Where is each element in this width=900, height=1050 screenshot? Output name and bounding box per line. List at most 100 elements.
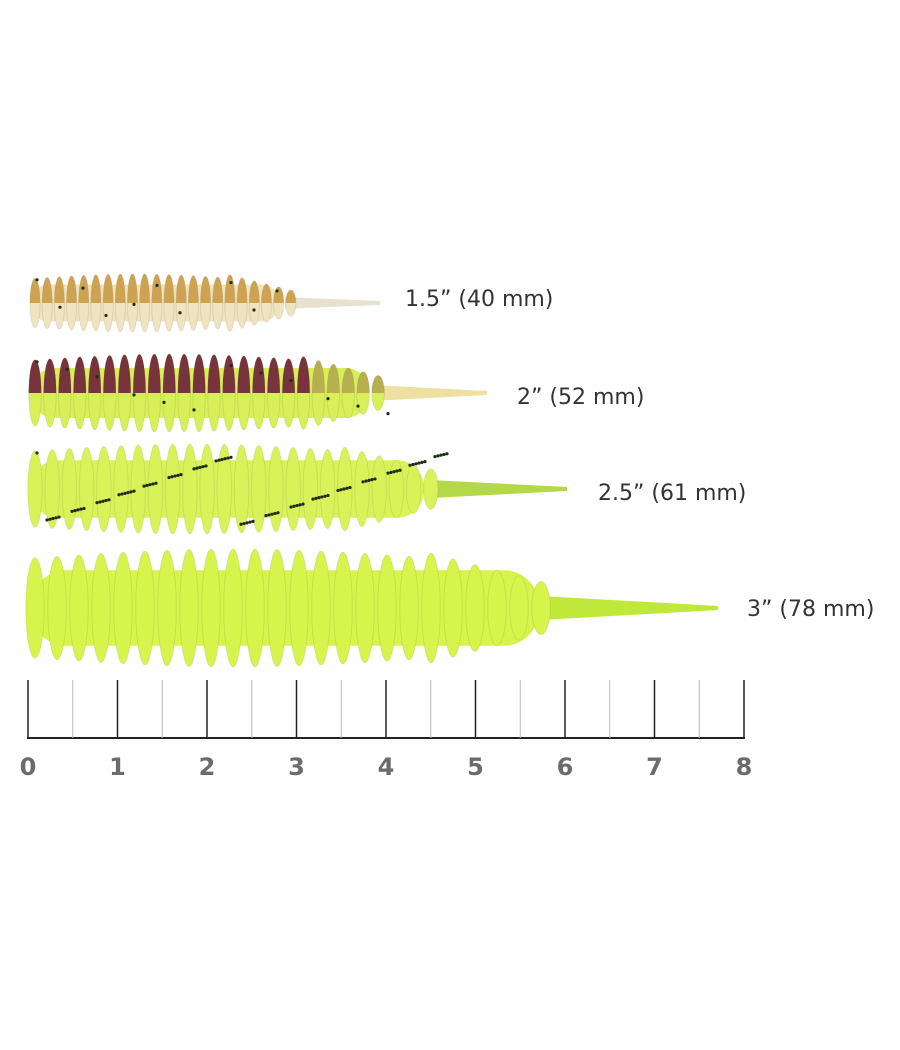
- lure-speckle: [129, 490, 133, 494]
- lure-speckle: [292, 504, 296, 508]
- lure-speckle: [81, 286, 85, 290]
- lure-rib: [465, 564, 485, 652]
- lure-speckle: [223, 457, 227, 461]
- lure-speckle: [326, 397, 330, 401]
- lure-speckle: [414, 462, 418, 466]
- lure-speckle: [79, 507, 83, 511]
- lure-speckle: [126, 491, 130, 495]
- lure-speckle: [445, 452, 449, 456]
- lure-speckle: [398, 468, 402, 472]
- lure-speckle: [323, 494, 327, 498]
- lure-speckle: [98, 500, 102, 504]
- ruler-label: 1: [109, 753, 126, 781]
- lure-speckle: [301, 502, 305, 506]
- lure-speckle: [73, 509, 77, 513]
- lure-speckle: [101, 499, 105, 503]
- lure-speckle: [51, 516, 55, 521]
- lure-rib-top: [371, 375, 385, 393]
- lure-rib: [443, 558, 463, 658]
- lure-speckle: [104, 498, 108, 503]
- lure-rib-top: [237, 356, 251, 393]
- size-label: 3” (78 mm): [747, 597, 874, 622]
- lure-speckle: [35, 278, 39, 282]
- lure-rib-top: [102, 274, 114, 303]
- ruler-label: 7: [646, 753, 663, 781]
- ruler-label: 4: [378, 753, 395, 781]
- lure-speckle: [54, 516, 58, 520]
- lure-speckle: [320, 495, 324, 499]
- lure-speckle: [423, 460, 427, 464]
- lure-speckle: [289, 378, 293, 383]
- lure-speckle: [259, 371, 263, 375]
- lure-speckle: [273, 511, 277, 516]
- lure-speckle: [70, 509, 74, 513]
- lure-rib: [245, 548, 265, 668]
- lure-rib: [311, 360, 326, 426]
- ruler-label: 5: [467, 753, 484, 781]
- lure-speckle: [417, 461, 421, 465]
- lure-rib: [69, 554, 89, 662]
- lure-speckle: [339, 488, 343, 492]
- lure-rib: [147, 443, 164, 535]
- lure-rib: [78, 446, 95, 532]
- lure: [29, 273, 380, 333]
- lure-speckle: [229, 363, 233, 368]
- lure-speckle: [76, 508, 80, 512]
- lure-rib-top: [327, 364, 340, 393]
- lure-speckle: [154, 481, 158, 485]
- lure-rib-top: [212, 277, 223, 303]
- lure-rib-top: [133, 354, 146, 393]
- ruler-label: 2: [199, 753, 216, 781]
- lure-speckle: [132, 489, 136, 493]
- lure-speckle: [386, 471, 390, 475]
- lure-speckle: [35, 451, 39, 455]
- lure-tail: [285, 297, 380, 309]
- lure-rib: [267, 549, 287, 667]
- lure-speckle: [132, 302, 136, 306]
- lure-rib: [113, 445, 129, 533]
- lure-rib: [509, 575, 529, 641]
- lure-rib: [157, 549, 177, 667]
- lure-speckle: [276, 511, 280, 515]
- lure-rib-top: [162, 354, 176, 393]
- lure-rib: [250, 445, 267, 533]
- ruler-label: 6: [557, 753, 574, 781]
- lure-rib: [27, 450, 43, 528]
- lure-rib-top: [285, 289, 296, 303]
- lure-rib-top: [200, 276, 211, 303]
- lure-speckle: [370, 478, 374, 482]
- lure-speckle: [123, 491, 127, 495]
- lure-speckle: [389, 470, 393, 475]
- lure-speckle: [195, 466, 199, 470]
- lure-rib: [91, 552, 111, 664]
- lure-speckle: [57, 515, 61, 519]
- lure-rib-top: [29, 278, 41, 303]
- lure-rib: [96, 445, 112, 533]
- lure-rib: [216, 443, 233, 535]
- lure-speckle: [155, 283, 159, 287]
- lure-rib-top: [115, 274, 126, 303]
- lure-speckle: [270, 512, 274, 516]
- lure-speckle: [192, 467, 196, 471]
- lure-rib-top: [66, 275, 77, 303]
- size-label: 2” (52 mm): [517, 385, 644, 410]
- lure-rib-top: [73, 356, 87, 393]
- lure-speckle: [145, 483, 149, 487]
- lure-rib: [371, 455, 387, 523]
- lure-rib: [25, 557, 45, 659]
- lure-rib-top: [54, 276, 65, 303]
- lure-rib: [333, 551, 353, 665]
- lure-speckle: [439, 453, 443, 457]
- lure-speckle: [342, 487, 346, 491]
- lure-rib-top: [88, 356, 101, 393]
- lure-rib-top: [249, 280, 260, 303]
- lure-rib-top: [341, 367, 355, 393]
- lure-speckle: [104, 313, 108, 318]
- lure-speckle: [364, 479, 368, 483]
- lure-rib: [289, 549, 309, 667]
- lure-rib-top: [163, 274, 175, 303]
- lure-rib-top: [252, 356, 266, 393]
- lure-rib: [130, 444, 146, 534]
- lure-rib: [223, 548, 243, 668]
- lure-rib-top: [118, 354, 131, 393]
